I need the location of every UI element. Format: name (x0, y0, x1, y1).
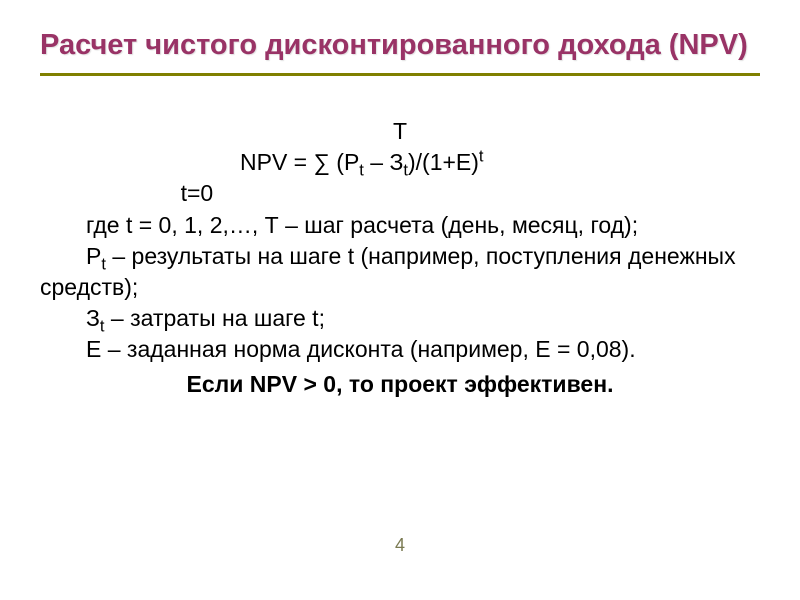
conclusion: Если NPV > 0, то проект эффективен. (40, 369, 760, 400)
page-title: Расчет чистого дисконтированного дохода … (40, 28, 760, 63)
explain-line-3: Зt – затраты на шаге t; (40, 303, 760, 334)
page-number: 4 (0, 535, 800, 556)
upper-limit-text: T (393, 118, 407, 144)
explain-line-4: Е – заданная норма дисконта (например, Е… (40, 334, 760, 365)
formula-sup: t (479, 147, 484, 166)
title-underline (40, 73, 760, 76)
explain-line-1: где t = 0, 1, 2,…, Т – шаг расчета (день… (40, 210, 760, 241)
explain-3b: – затраты на шаге t; (105, 305, 325, 331)
explain-line-2: Рt – результаты на шаге t (например, пос… (40, 241, 760, 303)
formula-main: NPV = ∑ (Рt – Зt)/(1+Е)t (40, 147, 760, 178)
formula-part3: )/(1+Е) (408, 149, 479, 175)
explain-3a: З (86, 305, 100, 331)
formula-part1: NPV = ∑ (Р (240, 149, 359, 175)
explain-2b: – результаты на шаге t (например, поступ… (40, 243, 736, 300)
explain-2a: Р (86, 243, 101, 269)
body-content: T NPV = ∑ (Рt – Зt)/(1+Е)t t=0 где t = 0… (40, 116, 760, 399)
slide: Расчет чистого дисконтированного дохода … (0, 0, 800, 600)
formula-part2: – З (364, 149, 403, 175)
formula-lower-limit: t=0 (40, 178, 760, 209)
formula-upper-limit: T (40, 116, 760, 147)
